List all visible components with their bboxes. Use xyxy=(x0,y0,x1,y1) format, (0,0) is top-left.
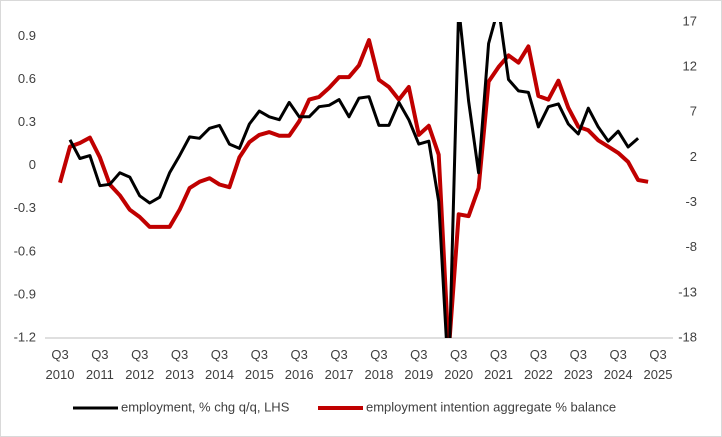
y2-tick-label: 7 xyxy=(690,104,697,119)
x-tick-label: Q3 2016 xyxy=(285,347,314,382)
x-tick-label: Q3 2025 xyxy=(644,347,673,382)
x-tick-label: Q3 2015 xyxy=(245,347,274,382)
y-tick-label: 0.3 xyxy=(18,114,36,129)
y2-tick-label: -13 xyxy=(678,284,697,299)
x-tick-label: Q3 2023 xyxy=(564,347,593,382)
y2-tick-label: -3 xyxy=(685,194,697,209)
x-tick-label: Q3 2021 xyxy=(484,347,513,382)
x-tick-label: Q3 2020 xyxy=(444,347,473,382)
legend-label: employment intention aggregate % balance xyxy=(366,399,616,414)
legend-label: employment, % chg q/q, LHS xyxy=(121,399,290,414)
x-tick-label: Q3 2014 xyxy=(205,347,234,382)
plot-area xyxy=(58,22,649,338)
y2-tick-label: 12 xyxy=(683,59,697,74)
series-line xyxy=(58,38,649,338)
x-tick-label: Q3 2018 xyxy=(364,347,393,382)
x-tick-label: Q3 2013 xyxy=(165,347,194,382)
x-tick-label: Q3 2024 xyxy=(604,347,633,382)
x-tick-label: Q3 2011 xyxy=(86,347,114,382)
y-tick-label: -0.3 xyxy=(14,200,36,215)
series-line xyxy=(68,22,640,338)
y2-tick-label: 2 xyxy=(690,149,697,164)
x-tick-label: Q3 2010 xyxy=(46,347,75,382)
y2-tick-label: 17 xyxy=(683,13,697,28)
y-tick-label: -1.2 xyxy=(14,329,36,344)
x-tick-label: Q3 2017 xyxy=(325,347,354,382)
y2-tick-label: -18 xyxy=(678,329,697,344)
y-tick-label: 0 xyxy=(29,157,36,172)
y2-tick-label: -8 xyxy=(685,239,697,254)
y-tick-label: -0.6 xyxy=(14,243,36,258)
y-tick-label: 0.6 xyxy=(18,71,36,86)
x-tick-label: Q3 2022 xyxy=(524,347,553,382)
x-tick-label: Q3 2019 xyxy=(404,347,433,382)
x-tick-label: Q3 2012 xyxy=(125,347,154,382)
y-tick-label: 0.9 xyxy=(18,28,36,43)
y-tick-label: -0.9 xyxy=(14,286,36,301)
